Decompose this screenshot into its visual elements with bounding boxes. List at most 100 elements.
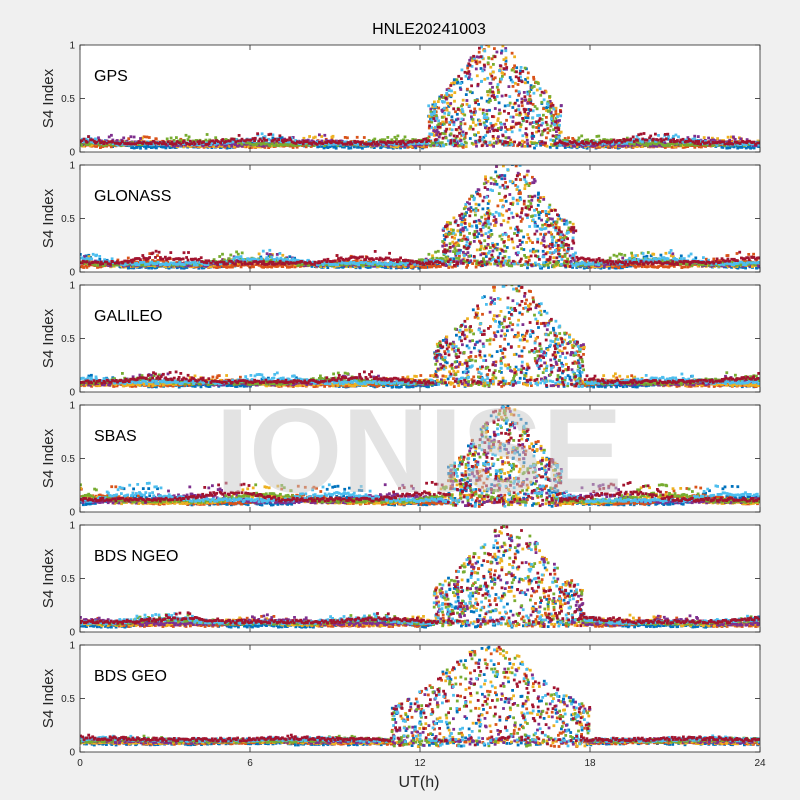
- data-point: [626, 138, 630, 142]
- data-point: [506, 220, 510, 224]
- data-point: [482, 247, 486, 251]
- data-point: [464, 131, 468, 135]
- data-point: [659, 141, 662, 145]
- data-point: [349, 140, 353, 144]
- data-point: [433, 263, 437, 267]
- data-point: [441, 110, 445, 114]
- data-point: [432, 117, 436, 120]
- data-point: [331, 140, 335, 143]
- data-point: [201, 144, 205, 148]
- data-point: [380, 145, 383, 149]
- data-point: [453, 139, 456, 142]
- data-point: [752, 140, 756, 144]
- data-point: [500, 51, 503, 55]
- data-point: [484, 217, 487, 221]
- data-point: [572, 138, 576, 142]
- data-point: [433, 100, 436, 104]
- data-point: [526, 76, 530, 80]
- data-point: [518, 178, 522, 182]
- data-point: [208, 138, 212, 142]
- data-point: [511, 115, 515, 119]
- data-point: [512, 246, 516, 250]
- data-point: [525, 135, 529, 139]
- data-point: [655, 144, 658, 148]
- data-point: [484, 255, 488, 258]
- data-point: [440, 100, 444, 103]
- data-point: [359, 142, 362, 146]
- data-point: [744, 146, 748, 150]
- data-point: [240, 142, 244, 146]
- data-point: [463, 113, 467, 117]
- data-point: [511, 165, 514, 166]
- data-point: [495, 50, 499, 54]
- data-point: [472, 208, 475, 212]
- data-point: [513, 55, 516, 59]
- data-point: [82, 137, 86, 141]
- data-point: [328, 145, 332, 149]
- data-point: [175, 140, 179, 143]
- data-point: [542, 107, 545, 111]
- data-point: [475, 62, 479, 66]
- data-point: [409, 265, 413, 268]
- data-point: [211, 141, 215, 145]
- data-point: [523, 184, 527, 187]
- data-point: [462, 133, 465, 137]
- data-point: [490, 74, 494, 78]
- data-point: [459, 122, 463, 126]
- data-point: [392, 145, 396, 149]
- data-point: [239, 265, 243, 269]
- data-point: [521, 217, 524, 221]
- data-point: [450, 115, 454, 119]
- data-point: [126, 256, 130, 260]
- data-point: [732, 145, 736, 149]
- data-point: [454, 110, 457, 114]
- data-point: [514, 122, 518, 126]
- data-point: [529, 88, 533, 91]
- data-point: [458, 86, 462, 90]
- data-point: [267, 137, 270, 141]
- data-point: [468, 137, 472, 140]
- data-point: [545, 109, 548, 112]
- data-point: [602, 264, 606, 268]
- data-point: [552, 113, 555, 117]
- data-point: [517, 76, 520, 80]
- data-point: [343, 136, 347, 139]
- data-point: [542, 91, 546, 95]
- data-point: [271, 133, 275, 137]
- data-point: [563, 139, 566, 142]
- data-point: [446, 227, 449, 231]
- data-point: [461, 237, 465, 241]
- data-point: [252, 143, 256, 147]
- data-point: [278, 137, 282, 140]
- data-point: [446, 139, 450, 143]
- data-point: [438, 97, 441, 101]
- data-point: [455, 264, 459, 267]
- data-point: [236, 144, 239, 148]
- data-point: [479, 244, 483, 248]
- data-point: [525, 173, 529, 177]
- data-point: [515, 70, 518, 74]
- data-point: [708, 142, 712, 146]
- data-point: [452, 123, 456, 127]
- data-point: [195, 143, 199, 146]
- data-point: [482, 135, 486, 139]
- data-point: [469, 259, 473, 263]
- data-point: [367, 142, 370, 146]
- data-point: [693, 137, 697, 141]
- data-point: [505, 118, 508, 122]
- data-point: [524, 108, 528, 111]
- data-point: [313, 143, 316, 147]
- data-point: [539, 141, 542, 145]
- data-point: [82, 140, 86, 144]
- data-point: [337, 141, 340, 145]
- data-point: [644, 265, 647, 268]
- data-point: [402, 138, 405, 142]
- data-point: [468, 58, 472, 62]
- data-point: [147, 145, 151, 149]
- data-point: [108, 140, 112, 144]
- y-tick-label: 0.5: [61, 94, 75, 105]
- data-point: [185, 142, 189, 145]
- data-point: [545, 144, 549, 148]
- data-point: [294, 142, 298, 145]
